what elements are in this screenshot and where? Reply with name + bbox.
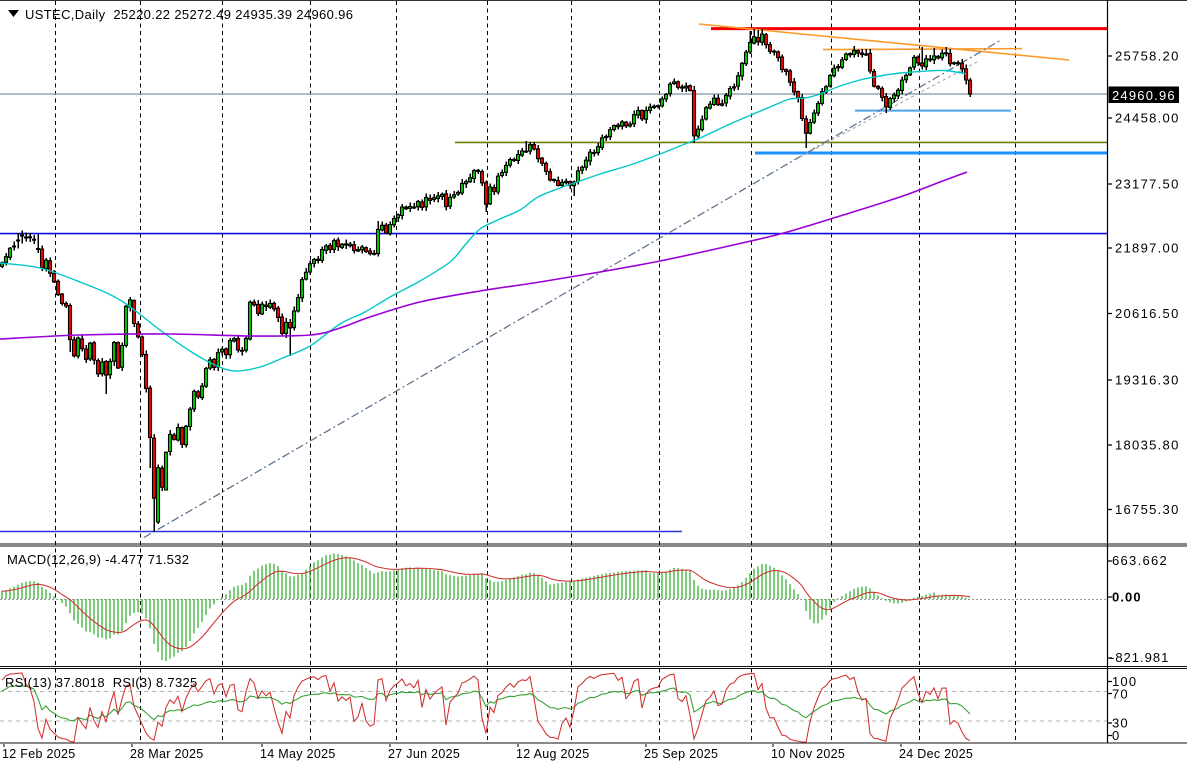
svg-text:24458.00: 24458.00: [1115, 111, 1180, 126]
svg-text:30: 30: [1112, 716, 1129, 731]
svg-text:25 Sep 2025: 25 Sep 2025: [644, 747, 718, 761]
svg-text:21897.00: 21897.00: [1115, 241, 1180, 256]
svg-text:20616.50: 20616.50: [1115, 306, 1180, 321]
svg-text:14 May 2025: 14 May 2025: [260, 747, 336, 761]
svg-text:MACD(12,26,9) -4.477 71.532: MACD(12,26,9) -4.477 71.532: [7, 552, 189, 567]
svg-text:100: 100: [1112, 674, 1137, 689]
svg-text:18035.80: 18035.80: [1115, 438, 1180, 453]
svg-text:28 Mar 2025: 28 Mar 2025: [130, 747, 203, 761]
svg-text:RSI(13) 37.8018 RSI(3) 8.7325: RSI(13) 37.8018 RSI(3) 8.7325: [5, 675, 198, 690]
svg-text:0.00: 0.00: [1112, 590, 1142, 605]
svg-text:19316.30: 19316.30: [1115, 373, 1180, 388]
svg-text:-821.981: -821.981: [1110, 650, 1169, 665]
svg-text:25758.20: 25758.20: [1115, 49, 1180, 64]
svg-text:24 Dec 2025: 24 Dec 2025: [899, 747, 973, 761]
svg-text:USTEC,Daily 25220.22 25272.49: USTEC,Daily 25220.22 25272.49 24935.39 2…: [25, 7, 353, 22]
svg-text:12 Feb 2025: 12 Feb 2025: [2, 747, 76, 761]
svg-text:12 Aug 2025: 12 Aug 2025: [516, 747, 590, 761]
svg-text:70: 70: [1112, 687, 1129, 702]
svg-text:16755.30: 16755.30: [1115, 502, 1180, 517]
svg-text:27 Jun 2025: 27 Jun 2025: [388, 747, 460, 761]
svg-text:24960.96: 24960.96: [1112, 88, 1176, 103]
svg-text:23177.50: 23177.50: [1115, 177, 1180, 192]
svg-text:0: 0: [1112, 728, 1120, 743]
svg-text:663.662: 663.662: [1112, 553, 1168, 568]
svg-text:10 Nov 2025: 10 Nov 2025: [771, 747, 845, 761]
